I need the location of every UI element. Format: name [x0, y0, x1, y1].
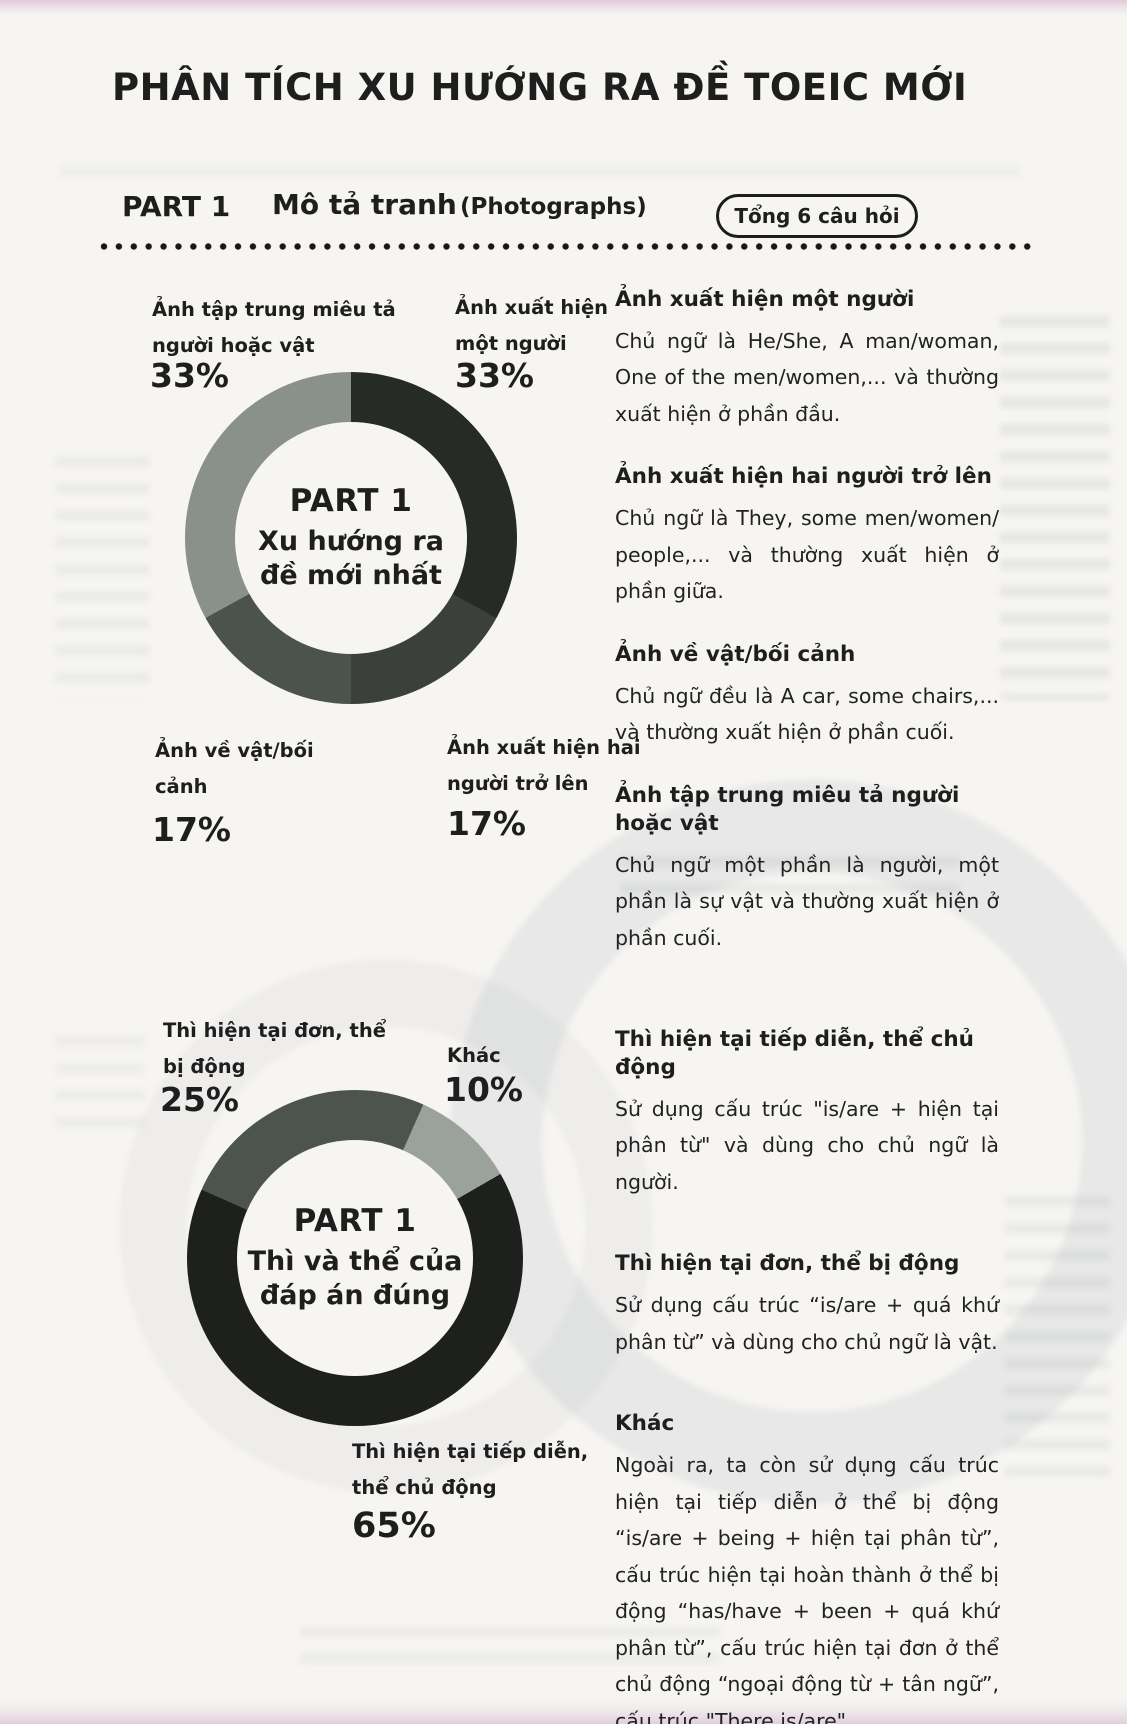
descriptions-tense-voice: Thì hiện tại tiếp diễn, thể chủ động Sử … — [615, 1026, 999, 1724]
segment-percentage: 33% — [455, 356, 534, 395]
description-block: Thì hiện tại đơn, thể bị động Sử dụng cấ… — [615, 1250, 999, 1360]
description-heading: Ảnh tập trung miêu tả người hoặc vật — [615, 782, 960, 836]
description-body: Chủ ngữ đều là A car, some chairs,... và… — [615, 683, 999, 745]
description-block: Ảnh tập trung miêu tả người hoặc vật Chủ… — [615, 782, 999, 956]
description-body: Chủ ngữ là They, some men/women/ people,… — [615, 506, 999, 604]
bleed-through-artifact — [55, 440, 150, 700]
description-heading: Ảnh xuất hiện hai người trở lên — [615, 464, 992, 490]
description-body: Chủ ngữ một phần là người, một phần là s… — [615, 852, 999, 950]
segment-label: Thì hiện tại tiếp diễn, thể chủ động — [352, 1440, 589, 1500]
donut-chart-center: PART 1 Xu hướng ra đề mới nhất — [235, 422, 467, 654]
donut-chart-center: PART 1 Thì và thể của đáp án đúng — [237, 1140, 473, 1376]
dotted-divider — [100, 242, 1034, 251]
segment-percentage: 25% — [160, 1080, 239, 1119]
question-count-badge: Tổng 6 câu hỏi — [716, 194, 918, 238]
description-heading: Thì hiện tại đơn, thể bị động — [615, 1251, 960, 1277]
scan-edge-bottom — [0, 1698, 1127, 1724]
description-block: Khác Ngoài ra, ta còn sử dụng cấu trúc h… — [615, 1410, 999, 1724]
segment-percentage: 65% — [352, 1506, 436, 1546]
segment-percentage: 10% — [444, 1070, 523, 1109]
segment-label: Ảnh tập trung miêu tả người hoặc vật — [152, 298, 396, 358]
bleed-through-artifact — [60, 150, 1020, 190]
segment-label: Khác — [447, 1044, 501, 1067]
section-title: Mô tả tranh — [272, 188, 457, 221]
scan-edge-top — [0, 0, 1127, 15]
description-heading: Khác — [615, 1411, 675, 1437]
segment-label: Ảnh xuất hiện hai người trở lên — [447, 736, 641, 796]
description-heading: Ảnh về vật/bối cảnh — [615, 641, 856, 667]
bleed-through-artifact — [1000, 300, 1110, 700]
description-body: Sử dụng cấu trúc “is/are + quá khứ phân … — [615, 1293, 999, 1354]
segment-percentage: 17% — [447, 804, 526, 843]
donut-chart-tense-voice: PART 1 Thì và thể của đáp án đúng — [187, 1090, 523, 1426]
description-block: Ảnh xuất hiện một người Chủ ngữ là He/Sh… — [615, 286, 999, 432]
descriptions-question-types: Ảnh xuất hiện một người Chủ ngữ là He/Sh… — [615, 286, 999, 987]
segment-label: Ảnh về vật/bối cảnh — [155, 739, 314, 799]
description-body: Chủ ngữ là He/She, A man/woman, One of t… — [615, 328, 999, 426]
description-block: Ảnh về vật/bối cảnh Chủ ngữ đều là A car… — [615, 641, 999, 751]
segment-label: Thì hiện tại đơn, thể bị động — [163, 1019, 386, 1079]
segment-label: Ảnh xuất hiện một người — [455, 296, 609, 356]
segment-percentage: 17% — [152, 810, 231, 849]
donut-center-subtitle: Xu hướng ra đề mới nhất — [258, 526, 444, 591]
description-body: Ngoài ra, ta còn sử dụng cấu trúc hiện t… — [615, 1453, 999, 1724]
bleed-through-artifact — [1005, 1180, 1110, 1480]
description-block: Ảnh xuất hiện hai người trở lên Chủ ngữ … — [615, 463, 999, 609]
donut-center-title: PART 1 — [289, 483, 413, 520]
description-heading: Thì hiện tại tiếp diễn, thể chủ động — [615, 1027, 974, 1080]
bleed-through-artifact — [55, 1020, 145, 1140]
description-heading: Ảnh xuất hiện một người — [615, 287, 915, 312]
donut-center-title: PART 1 — [293, 1203, 417, 1240]
part-label: PART 1 — [122, 190, 231, 223]
section-subtitle: (Photographs) — [460, 194, 647, 220]
page-title: PHÂN TÍCH XU HƯỚNG RA ĐỀ TOEIC MỚI — [112, 66, 968, 109]
donut-center-subtitle: Thì và thể của đáp án đúng — [247, 1246, 463, 1311]
donut-chart-question-types: PART 1 Xu hướng ra đề mới nhất — [185, 372, 517, 704]
segment-percentage: 33% — [150, 356, 229, 395]
description-block: Thì hiện tại tiếp diễn, thể chủ động Sử … — [615, 1026, 999, 1200]
question-count-text: Tổng 6 câu hỏi — [734, 204, 900, 228]
description-body: Sử dụng cấu trúc "is/are + hiện tại phân… — [615, 1096, 999, 1194]
